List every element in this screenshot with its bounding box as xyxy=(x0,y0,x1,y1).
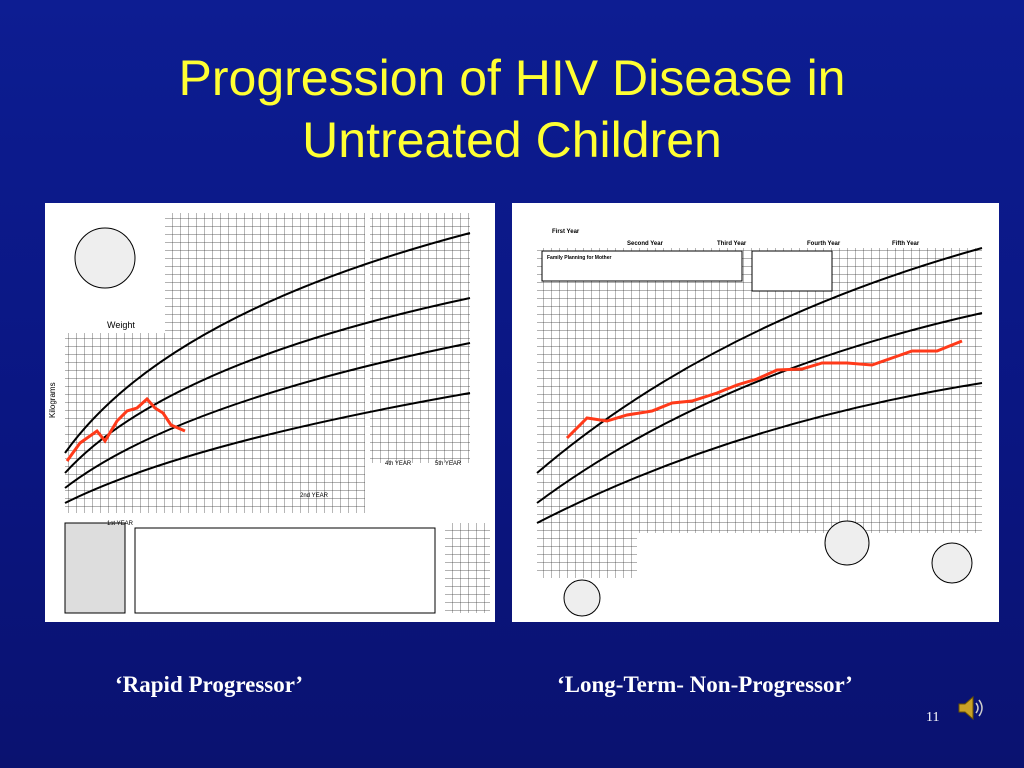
right-chart-scan: First Year Second Year Third Year Fourth… xyxy=(512,203,999,622)
scan-label: Kilograms xyxy=(48,382,57,418)
scan-label: Family Planning for Mother xyxy=(547,255,612,261)
title-line: Untreated Children xyxy=(302,112,722,168)
scan-label: 1st YEAR xyxy=(107,521,134,527)
scan-label: 2nd YEAR xyxy=(300,493,329,499)
scan-label: Weight xyxy=(107,320,135,330)
scan-label: Fourth Year xyxy=(807,241,841,247)
title-line: Progression of HIV Disease in xyxy=(178,50,846,106)
speaker-icon[interactable] xyxy=(956,694,986,722)
scan-label: 4th YEAR xyxy=(385,461,412,467)
caption: ‘Long-Term- Non-Progressor’ xyxy=(557,672,853,697)
scan-label: Fifth Year xyxy=(892,241,920,247)
scan-label: Second Year xyxy=(627,241,664,247)
scan-label: 5th YEAR xyxy=(435,461,462,467)
slide-number: 11 xyxy=(926,710,940,725)
caption: ‘Rapid Progressor’ xyxy=(115,672,304,697)
scan-label: First Year xyxy=(552,229,580,235)
left-chart-scan: Weight Kilograms 4th YEAR 5th YEAR 2nd Y… xyxy=(45,203,495,622)
scan-label: Third Year xyxy=(717,241,747,247)
